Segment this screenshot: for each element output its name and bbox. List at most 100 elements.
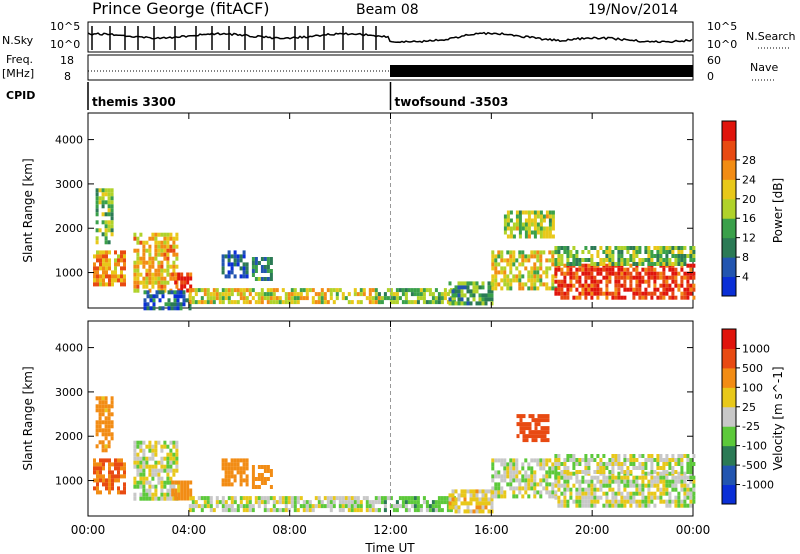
heatmap-cell <box>96 470 99 475</box>
colorbar-swatch <box>722 218 736 239</box>
heatmap-cell <box>692 263 696 268</box>
heatmap-cell <box>281 500 285 505</box>
heatmap-cell <box>563 271 567 276</box>
heatmap-cell <box>410 288 414 293</box>
heatmap-cell <box>578 483 582 488</box>
heatmap-cell <box>163 280 167 285</box>
heatmap-cell <box>96 462 99 467</box>
heatmap-cell <box>227 504 231 509</box>
heatmap-cell <box>104 428 108 433</box>
heatmap-cell <box>623 499 627 504</box>
heatmap-cell <box>281 288 285 293</box>
heatmap-cell <box>680 475 684 480</box>
heatmap-cell <box>644 503 648 508</box>
heatmap-cell <box>665 479 669 484</box>
heatmap-cell <box>120 270 123 275</box>
heatmap-cell <box>401 504 405 509</box>
heatmap-cell <box>617 291 621 296</box>
heatmap-cell <box>188 508 192 513</box>
heatmap-cell <box>154 240 158 245</box>
heatmap-cell <box>659 271 663 276</box>
heatmap-cell <box>224 500 228 505</box>
heatmap-cell <box>674 499 678 504</box>
heatmap-cell <box>692 462 696 466</box>
heatmap-cell <box>632 254 636 258</box>
heatmap-cell <box>173 306 177 311</box>
heatmap-cell <box>175 236 179 241</box>
heatmap-cell <box>227 270 231 275</box>
heatmap-cell <box>647 487 651 492</box>
heatmap-cell <box>478 509 482 514</box>
heatmap-cell <box>512 490 516 495</box>
heatmap-cell <box>533 254 537 259</box>
heatmap-cell <box>469 301 473 306</box>
heatmap-cell <box>522 434 526 439</box>
heatmap-cell <box>611 487 615 492</box>
heatmap-cell <box>542 214 546 219</box>
heatmap-cell <box>102 278 105 283</box>
heatmap-cell <box>566 466 570 470</box>
heatmap-cell <box>611 271 615 276</box>
heatmap-cell <box>175 448 179 453</box>
heatmap-cell <box>266 508 270 513</box>
heatmap-cell <box>157 248 161 253</box>
heatmap-cell <box>584 263 588 268</box>
heatmap-cell <box>173 294 177 299</box>
heatmap-cell <box>581 458 585 462</box>
heatmap-cell <box>650 258 654 262</box>
heatmap-cell <box>233 250 237 255</box>
heatmap-cell <box>224 458 228 463</box>
heatmap-cell <box>605 279 609 284</box>
heatmap-cell <box>260 257 264 261</box>
heatmap-cell <box>107 404 111 409</box>
heatmap-cell <box>99 254 102 259</box>
heatmap-cell <box>160 272 164 277</box>
heatmap-cell <box>186 480 190 485</box>
heatmap-cell <box>154 484 158 489</box>
heatmap-cell <box>674 275 678 280</box>
heatmap-cell <box>518 482 522 487</box>
heatmap-cell <box>677 479 681 484</box>
heatmap-cell <box>548 474 552 479</box>
heatmap-cell <box>475 489 479 494</box>
heatmap-cell <box>242 462 246 467</box>
heatmap-cell <box>230 474 234 479</box>
heatmap-cell <box>151 496 155 501</box>
heatmap-cell <box>177 480 181 485</box>
heatmap-cell <box>593 475 597 480</box>
heatmap-cell <box>368 292 372 297</box>
heatmap-cell <box>110 212 114 217</box>
heatmap-cell <box>539 266 543 271</box>
heatmap-cell <box>542 462 546 467</box>
heatmap-cell <box>167 302 171 307</box>
colorbar-tick-label: 100 <box>742 381 763 394</box>
heatmap-cell <box>575 258 579 262</box>
heatmap-cell <box>236 300 240 305</box>
heatmap-cell <box>487 501 491 506</box>
heatmap-cell <box>575 287 579 292</box>
heatmap-cell <box>463 509 467 514</box>
heatmap-cell <box>152 302 156 307</box>
heatmap-cell <box>98 440 102 445</box>
heatmap-cell <box>662 250 666 254</box>
cpid-segment-label: themis 3300 <box>92 95 176 109</box>
heatmap-cell <box>551 470 555 475</box>
heatmap-cell <box>260 265 264 269</box>
heatmap-cell <box>299 496 303 501</box>
heatmap-cell <box>469 497 473 502</box>
heatmap-cell <box>180 496 184 501</box>
heatmap-cell <box>221 292 225 297</box>
heatmap-cell <box>680 462 684 466</box>
heatmap-cell <box>266 469 270 473</box>
heatmap-cell <box>120 266 123 271</box>
heatmap-cell <box>110 396 114 401</box>
heatmap-cell <box>656 262 660 266</box>
heatmap-cell <box>460 489 464 494</box>
heatmap-cell <box>236 292 240 297</box>
heatmap-cell <box>136 480 140 485</box>
y-axis-title: Slant Range [km] <box>21 366 35 470</box>
heatmap-cell <box>581 263 585 268</box>
heatmap-cell <box>584 258 588 262</box>
heatmap-cell <box>487 297 491 302</box>
heatmap-cell <box>142 252 146 257</box>
